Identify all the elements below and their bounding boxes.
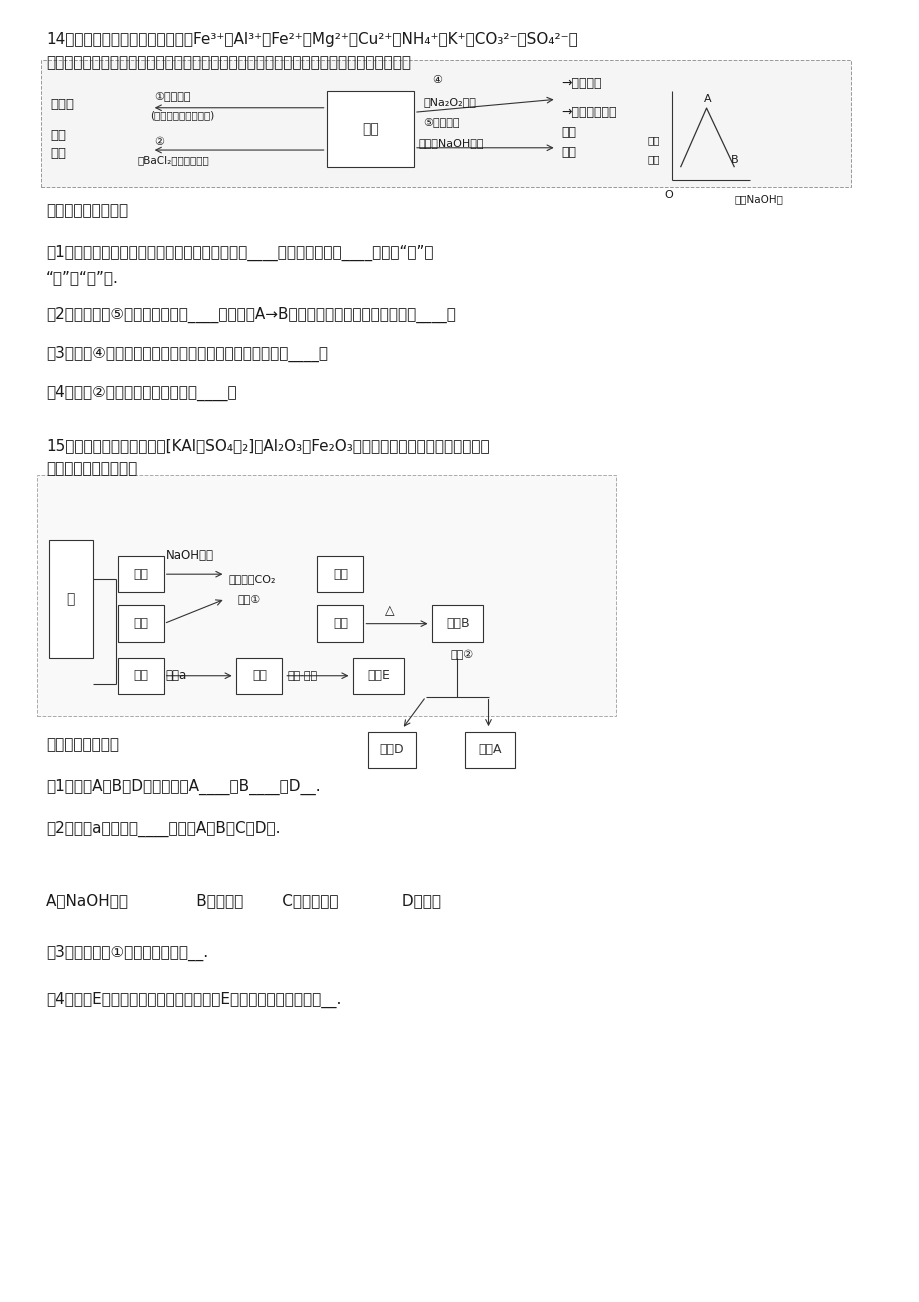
Text: （2）写出实验⑤中产生的沉淠有____．写出由A→B过程中所发生反应的离子方程式____．: （2）写出实验⑤中产生的沉淠有____．写出由A→B过程中所发生反应的离子方程式… <box>46 307 456 323</box>
Text: 请回答下列问题：: 请回答下列问题： <box>46 737 119 753</box>
Text: 加BaCl₂溶液和稀盐酸: 加BaCl₂溶液和稀盐酸 <box>138 156 210 165</box>
Text: （4）实验②中加入稀盐酸的目的是____．: （4）实验②中加入稀盐酸的目的是____． <box>46 385 236 401</box>
Text: “碱”或“中”）.: “碱”或“中”）. <box>46 270 119 285</box>
Text: 甲: 甲 <box>66 592 75 605</box>
Text: 示的物质之间的转化：: 示的物质之间的转化： <box>46 461 137 477</box>
Text: 溶液: 溶液 <box>133 617 148 630</box>
Text: 15、某混合物甲中含有明矾[KAl（SO₄）₂]、Al₂O₃和Fe₂O₃．在一定条件下由甲可实现如图所: 15、某混合物甲中含有明矾[KAl（SO₄）₂]、Al₂O₃和Fe₂O₃．在一定… <box>46 437 489 453</box>
Text: 白色: 白色 <box>561 126 575 138</box>
Text: →无色无味气体: →无色无味气体 <box>561 105 616 118</box>
Bar <box>326 91 414 167</box>
Text: 沉淠: 沉淠 <box>51 147 66 160</box>
Bar <box>368 732 415 768</box>
Text: 固体A: 固体A <box>478 743 501 756</box>
Bar <box>118 605 164 642</box>
Text: A: A <box>703 94 710 104</box>
Text: 显紫色: 显紫色 <box>51 98 74 111</box>
Text: 气体D: 气体D <box>380 743 403 756</box>
Text: （4）固体E可以作为复合性的化学肂料，E中所含物质的化学式为__.: （4）固体E可以作为复合性的化学肂料，E中所含物质的化学式为__. <box>46 992 341 1008</box>
Text: (透过蓝色魈玻璃观察): (透过蓝色魈玻璃观察) <box>150 111 214 120</box>
Text: 离子的几种，为分析其成分，取此溶液分别进行了四个实验，其操作和有关现象如图所示：: 离子的几种，为分析其成分，取此溶液分别进行了四个实验，其操作和有关现象如图所示： <box>46 55 411 70</box>
Text: NaOH溶液: NaOH溶液 <box>165 549 213 562</box>
Text: B: B <box>730 155 737 165</box>
Bar <box>353 658 403 694</box>
Text: △: △ <box>384 604 393 617</box>
Text: 滴入NaOH量: 滴入NaOH量 <box>733 194 782 204</box>
Text: 溶液: 溶液 <box>333 568 347 581</box>
Text: 加Na₂O₂固体: 加Na₂O₂固体 <box>423 96 475 107</box>
Text: ⑤逐滴加入: ⑤逐滴加入 <box>423 117 460 126</box>
Text: 溶液: 溶液 <box>252 669 267 682</box>
Text: 沉淠: 沉淠 <box>561 147 575 159</box>
Text: ②: ② <box>154 138 165 147</box>
Bar <box>118 658 164 694</box>
Text: O: O <box>664 190 673 201</box>
Bar <box>49 540 93 658</box>
Text: 沉淠: 沉淠 <box>647 135 660 146</box>
Text: 请你根据上图推断：: 请你根据上图推断： <box>46 203 128 219</box>
Bar <box>317 556 363 592</box>
Text: （1）原溶液中一定存在的离子有（写化学式）：____。原溶液可能呈____性（填“酸”、: （1）原溶液中一定存在的离子有（写化学式）：____。原溶液可能呈____性（填… <box>46 245 433 260</box>
Text: 沉淠: 沉淠 <box>133 568 148 581</box>
Text: （2）试剂a最好选用____（选填A、B、C、D）.: （2）试剂a最好选用____（选填A、B、C、D）. <box>46 822 280 837</box>
Text: ④: ④ <box>432 74 442 85</box>
Bar <box>41 60 850 187</box>
Text: （3）写出反应①的离子方程式：__.: （3）写出反应①的离子方程式：__. <box>46 945 208 961</box>
Bar <box>236 658 282 694</box>
Text: A．NaOH溶液              B．稀盐酸        C．二氧化碳             D．氨水: A．NaOH溶液 B．稀盐酸 C．二氧化碳 D．氨水 <box>46 893 440 909</box>
Text: （3）实验④中产生无色无味气体所发生的化学方程式为：____．: （3）实验④中产生无色无味气体所发生的化学方程式为：____． <box>46 346 328 362</box>
Text: （1）写出A、B、D的化学式：A____、B____、D__.: （1）写出A、B、D的化学式：A____、B____、D__. <box>46 779 321 794</box>
Bar <box>464 732 515 768</box>
Bar <box>317 605 363 642</box>
Text: 14、有一无色溶液，其中可能含有Fe³⁺、Al³⁺、Fe²⁺、Mg²⁺、Cu²⁺、NH₄⁺、K⁺、CO₃²⁻、SO₄²⁻等: 14、有一无色溶液，其中可能含有Fe³⁺、Al³⁺、Fe²⁺、Mg²⁺、Cu²⁺… <box>46 31 577 47</box>
Text: 的量: 的量 <box>647 154 660 164</box>
Text: ①绰色反应: ①绰色反应 <box>154 91 191 102</box>
Text: 过量的NaOH溶液: 过量的NaOH溶液 <box>418 138 483 147</box>
Text: 固体E: 固体E <box>367 669 390 682</box>
Bar <box>37 475 616 716</box>
Text: 试剂a: 试剂a <box>165 669 187 682</box>
Text: 溶液: 溶液 <box>133 669 148 682</box>
Text: 溶液: 溶液 <box>361 122 379 135</box>
Bar <box>432 605 482 642</box>
Text: 反应②: 反应② <box>450 650 473 660</box>
Text: 固体B: 固体B <box>446 617 469 630</box>
Text: 通入过量CO₂: 通入过量CO₂ <box>228 574 276 585</box>
Bar <box>118 556 164 592</box>
Text: 沉淠: 沉淠 <box>333 617 347 630</box>
Text: 反应①: 反应① <box>237 594 260 604</box>
Text: →白色沉淠: →白色沉淠 <box>561 77 601 90</box>
Text: 白色: 白色 <box>51 129 66 142</box>
Text: 蕲发·结晶: 蕲发·结晶 <box>287 671 317 681</box>
